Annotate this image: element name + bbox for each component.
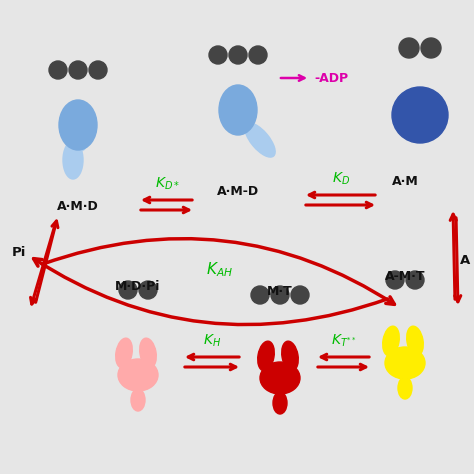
Ellipse shape: [63, 141, 83, 179]
Text: $K_{D*}$: $K_{D*}$: [155, 175, 180, 192]
Ellipse shape: [59, 100, 97, 150]
Ellipse shape: [258, 341, 274, 371]
Circle shape: [386, 271, 404, 289]
Circle shape: [139, 281, 157, 299]
Text: $K_D$: $K_D$: [332, 171, 350, 187]
Ellipse shape: [73, 135, 87, 151]
Ellipse shape: [385, 347, 425, 379]
Text: A·M-D: A·M-D: [217, 185, 259, 198]
Text: Pi: Pi: [12, 246, 27, 258]
Circle shape: [392, 87, 448, 143]
Text: A·M: A·M: [392, 175, 419, 188]
Circle shape: [291, 286, 309, 304]
Ellipse shape: [282, 341, 298, 371]
Text: A·M·D: A·M·D: [57, 200, 99, 213]
Circle shape: [251, 286, 269, 304]
Ellipse shape: [245, 123, 275, 157]
Ellipse shape: [260, 362, 300, 394]
Circle shape: [249, 46, 267, 64]
Circle shape: [89, 61, 107, 79]
Circle shape: [406, 271, 424, 289]
Ellipse shape: [398, 377, 412, 399]
Ellipse shape: [140, 338, 156, 368]
Ellipse shape: [116, 338, 132, 368]
Text: M·D·Pi: M·D·Pi: [115, 280, 161, 293]
Circle shape: [209, 46, 227, 64]
Text: $K_{T^{**}}$: $K_{T^{**}}$: [331, 333, 357, 349]
Ellipse shape: [383, 326, 399, 356]
Text: -ADP: -ADP: [314, 72, 348, 84]
Ellipse shape: [273, 392, 287, 414]
Ellipse shape: [407, 326, 423, 356]
Circle shape: [229, 46, 247, 64]
Text: $K_H$: $K_H$: [203, 333, 221, 349]
Text: A: A: [460, 254, 470, 266]
Circle shape: [49, 61, 67, 79]
Circle shape: [421, 38, 441, 58]
Text: A-M·T: A-M·T: [385, 270, 425, 283]
Ellipse shape: [131, 389, 145, 411]
Circle shape: [119, 281, 137, 299]
Circle shape: [399, 38, 419, 58]
Text: M·T: M·T: [267, 285, 293, 298]
Ellipse shape: [219, 85, 257, 135]
Circle shape: [69, 61, 87, 79]
Ellipse shape: [118, 359, 158, 391]
Text: $K_{AH}$: $K_{AH}$: [207, 261, 234, 279]
Circle shape: [271, 286, 289, 304]
